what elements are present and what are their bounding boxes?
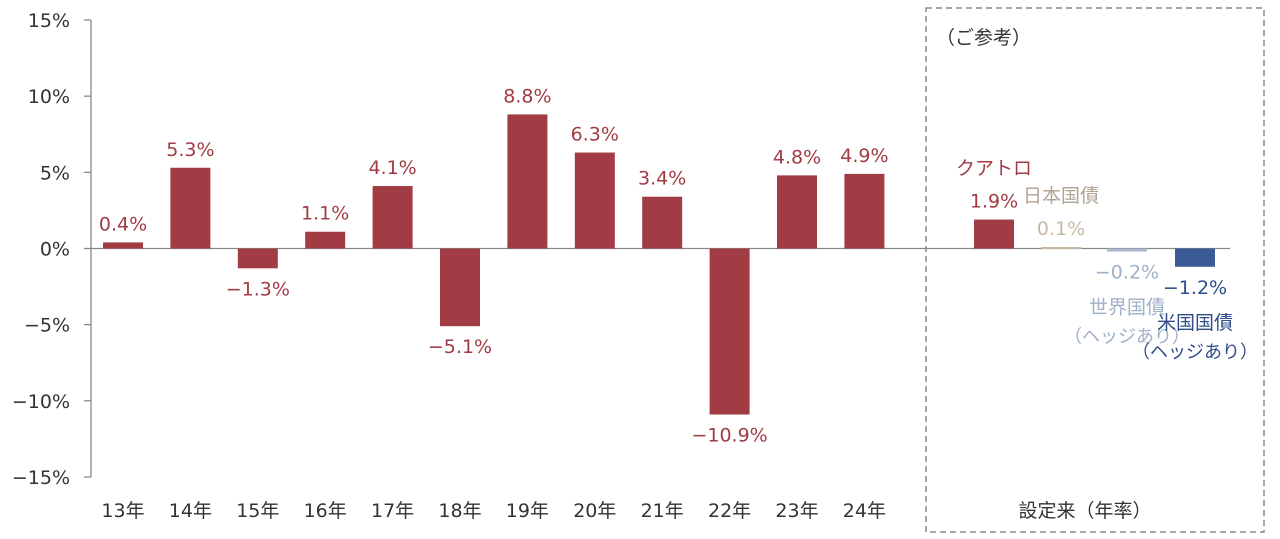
x-tick-label: 23年	[775, 500, 818, 522]
x-tick-label: 13年	[101, 500, 144, 522]
x-tick-label: 22年	[708, 500, 751, 522]
x-tick-label: 14年	[169, 500, 212, 522]
y-tick-label: −5%	[24, 315, 70, 337]
y-tick-label: 5%	[40, 162, 70, 184]
bar-16年	[305, 231, 346, 249]
x-tick-label: 16年	[304, 500, 347, 522]
reference-name-label: 米国国債	[1157, 312, 1233, 334]
bar-18年	[440, 248, 480, 327]
annual-bars: 0.4% 13年 5.3% 14年 −1.3% 15年 1.1% 16年 4.1% 17年 −5.1…	[99, 85, 889, 522]
bar-value-label: 6.3%	[571, 124, 619, 146]
reference-name-sublabel: （ヘッジあり）	[1132, 342, 1258, 363]
x-tick-label: 17年	[371, 500, 414, 522]
reference-panel: （ご参考） 設定来（年率） 1.9% クアトロ 0.1% 日本国債 −0.2% 世界国債 （…	[925, 7, 1265, 533]
y-tick-label: −10%	[12, 391, 70, 413]
reference-name-label: 日本国債	[1023, 185, 1099, 207]
reference-x-label: 設定来（年率）	[1018, 500, 1151, 522]
bar-21年	[642, 196, 683, 249]
x-tick-label: 24年	[843, 500, 886, 522]
reference-value-label: 0.1%	[1037, 218, 1085, 240]
y-tick-label: −15%	[12, 467, 70, 489]
reference-name-sublabel: （ヘッジあり）	[1064, 327, 1190, 348]
bar-20年	[574, 152, 615, 249]
bar-value-label: −5.1%	[428, 336, 492, 358]
bar-14年	[170, 167, 211, 249]
x-tick-label: 19年	[506, 500, 549, 522]
y-tick-label: 10%	[28, 86, 70, 108]
bar-23年	[777, 175, 817, 249]
bar-value-label: −10.9%	[691, 425, 767, 447]
bar-13年	[103, 242, 143, 249]
reference-bar	[1175, 248, 1215, 267]
reference-box	[925, 7, 1265, 533]
bar-value-label: 4.8%	[773, 146, 821, 168]
reference-value-label: −0.2%	[1095, 262, 1159, 284]
bar-value-label: 8.8%	[503, 85, 551, 107]
reference-name-label: クアトロ	[956, 158, 1032, 180]
bar-24年	[844, 173, 885, 249]
bar-value-label: 4.1%	[368, 157, 416, 179]
x-tick-label: 21年	[641, 500, 684, 522]
y-tick-label: 0%	[40, 239, 70, 261]
bar-19年	[507, 114, 548, 249]
reference-value-label: 1.9%	[970, 191, 1018, 213]
reference-title: （ご参考）	[936, 27, 1031, 49]
bar-value-label: 5.3%	[166, 139, 214, 161]
x-tick-label: 15年	[236, 500, 279, 522]
y-tick-label: 15%	[28, 10, 70, 32]
x-tick-label: 20年	[573, 500, 616, 522]
bar-value-label: 3.4%	[638, 168, 686, 190]
bar-value-label: 4.9%	[840, 145, 888, 167]
bar-value-label: 1.1%	[301, 203, 349, 225]
reference-value-label: −1.2%	[1163, 277, 1227, 299]
bar-15年	[237, 248, 278, 269]
bar-value-label: 0.4%	[99, 213, 147, 235]
reference-bar	[974, 219, 1014, 249]
bar-22年	[709, 248, 750, 415]
x-tick-label: 18年	[438, 500, 481, 522]
bar-value-label: −1.3%	[226, 278, 290, 300]
bar-17年	[372, 186, 413, 249]
y-axis: 15% 10% 5% 0% −5% −10% −15%	[12, 10, 1230, 489]
reference-bar	[1107, 248, 1147, 252]
reference-name-label: 世界国債	[1089, 297, 1165, 319]
reference-bar	[1041, 246, 1081, 249]
